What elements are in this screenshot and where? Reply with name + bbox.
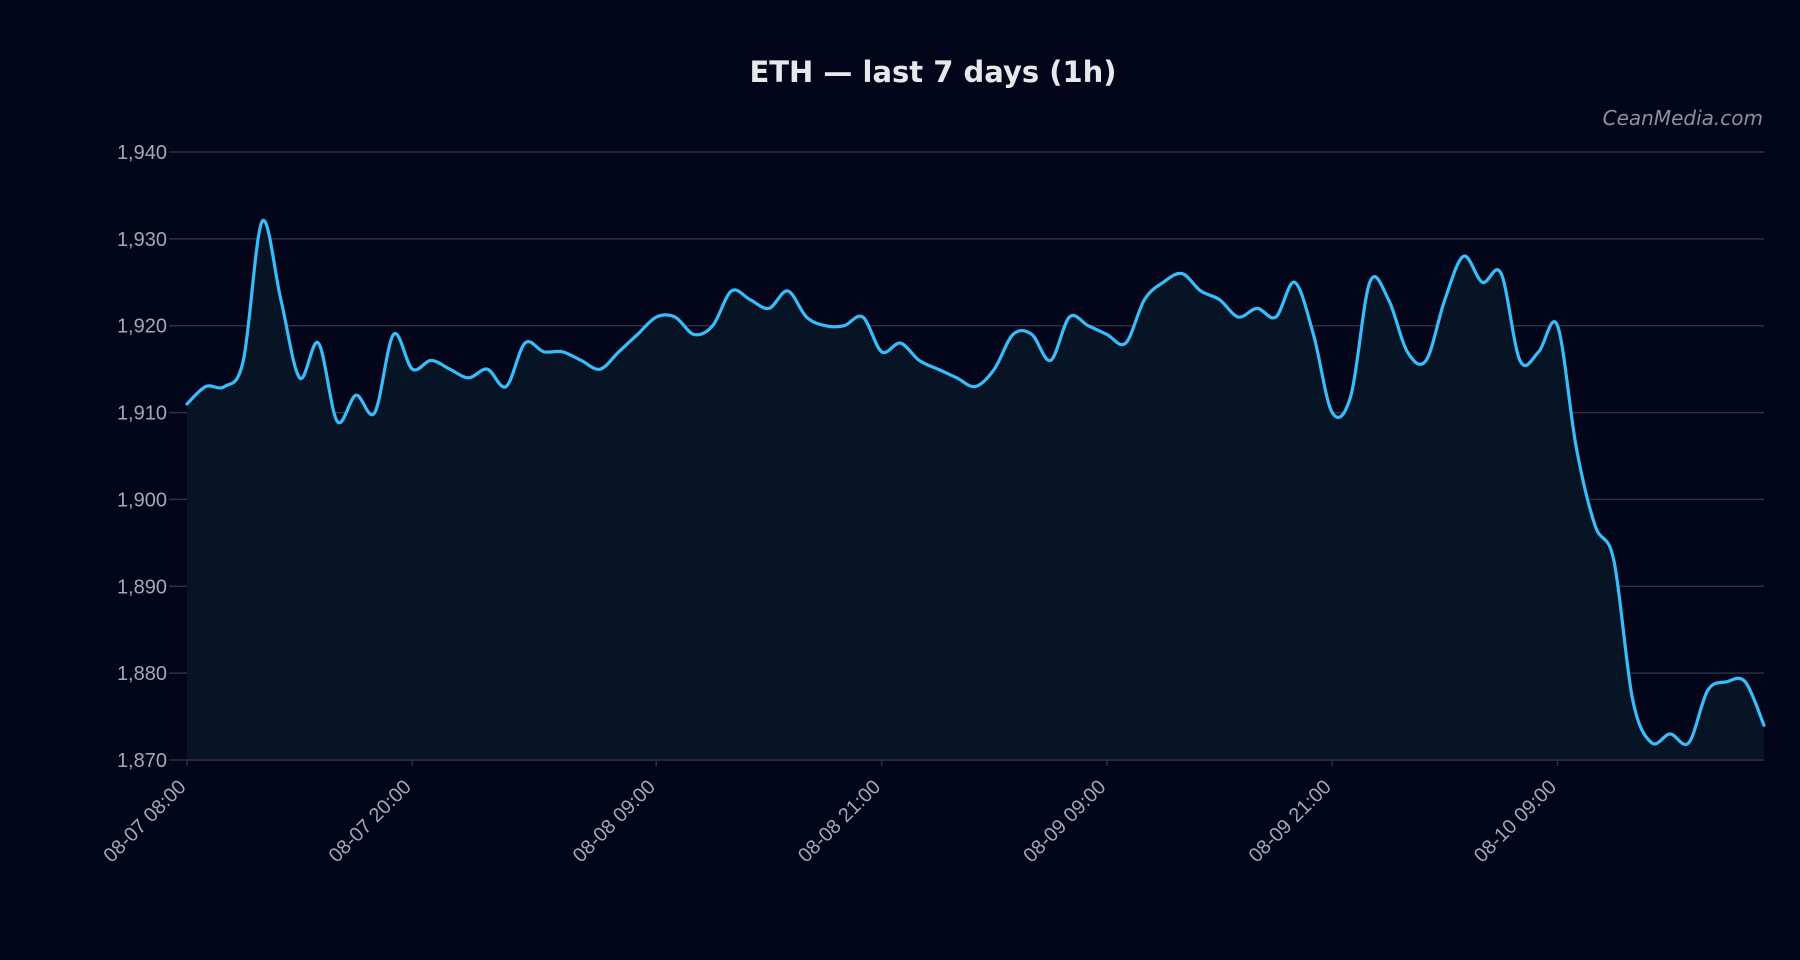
x-tick-label: 08-08 09:00 — [569, 776, 660, 867]
y-tick-label: 1,880 — [117, 663, 167, 685]
price-area — [187, 220, 1764, 760]
y-tick-label: 1,940 — [117, 142, 167, 164]
x-tick-label: 08-07 08:00 — [99, 776, 190, 867]
x-tick-label: 08-09 09:00 — [1019, 776, 1110, 867]
y-tick-label: 1,870 — [117, 750, 167, 772]
y-tick-label: 1,900 — [117, 489, 167, 511]
y-tick-label: 1,920 — [117, 316, 167, 338]
watermark: CeanMedia.com — [1602, 106, 1763, 130]
x-tick-label: 08-07 20:00 — [325, 776, 416, 867]
x-tick-label: 08-08 21:00 — [794, 776, 885, 867]
chart-title: ETH — last 7 days (1h) — [749, 55, 1117, 89]
x-tick-label: 08-09 21:00 — [1245, 776, 1336, 867]
y-tick-label: 1,910 — [117, 403, 167, 425]
price-line — [185, 218, 1766, 746]
y-tick-label: 1,930 — [117, 229, 167, 251]
y-tick-label: 1,890 — [117, 576, 167, 598]
x-tick-label: 08-10 09:00 — [1470, 776, 1561, 867]
